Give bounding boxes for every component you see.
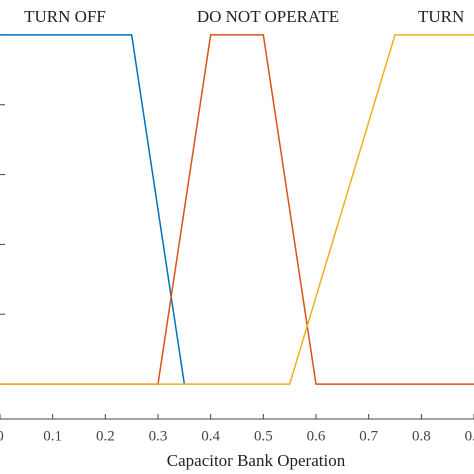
x-tick-label: 0.2 [96,428,115,444]
x-tick-label: 0.8 [412,428,431,444]
series-label: TURN [418,7,464,26]
series-label: DO NOT OPERATE [197,7,339,26]
x-tick-label: 0.3 [149,428,168,444]
x-tick-label: 0.7 [359,428,378,444]
x-tick-label: 0.4 [201,428,220,444]
series-label: TURN OFF [24,7,106,26]
x-tick-label: 0 [0,428,4,444]
x-tick-label: 0.6 [307,428,326,444]
x-tick-label: 0.1 [43,428,62,444]
x-axis-label: Capacitor Bank Operation [167,451,346,470]
series-line [0,34,186,385]
series-line [0,34,474,385]
series-line [0,34,474,385]
x-tick-label: 0.9 [465,428,474,444]
x-tick-label: 0.5 [254,428,273,444]
